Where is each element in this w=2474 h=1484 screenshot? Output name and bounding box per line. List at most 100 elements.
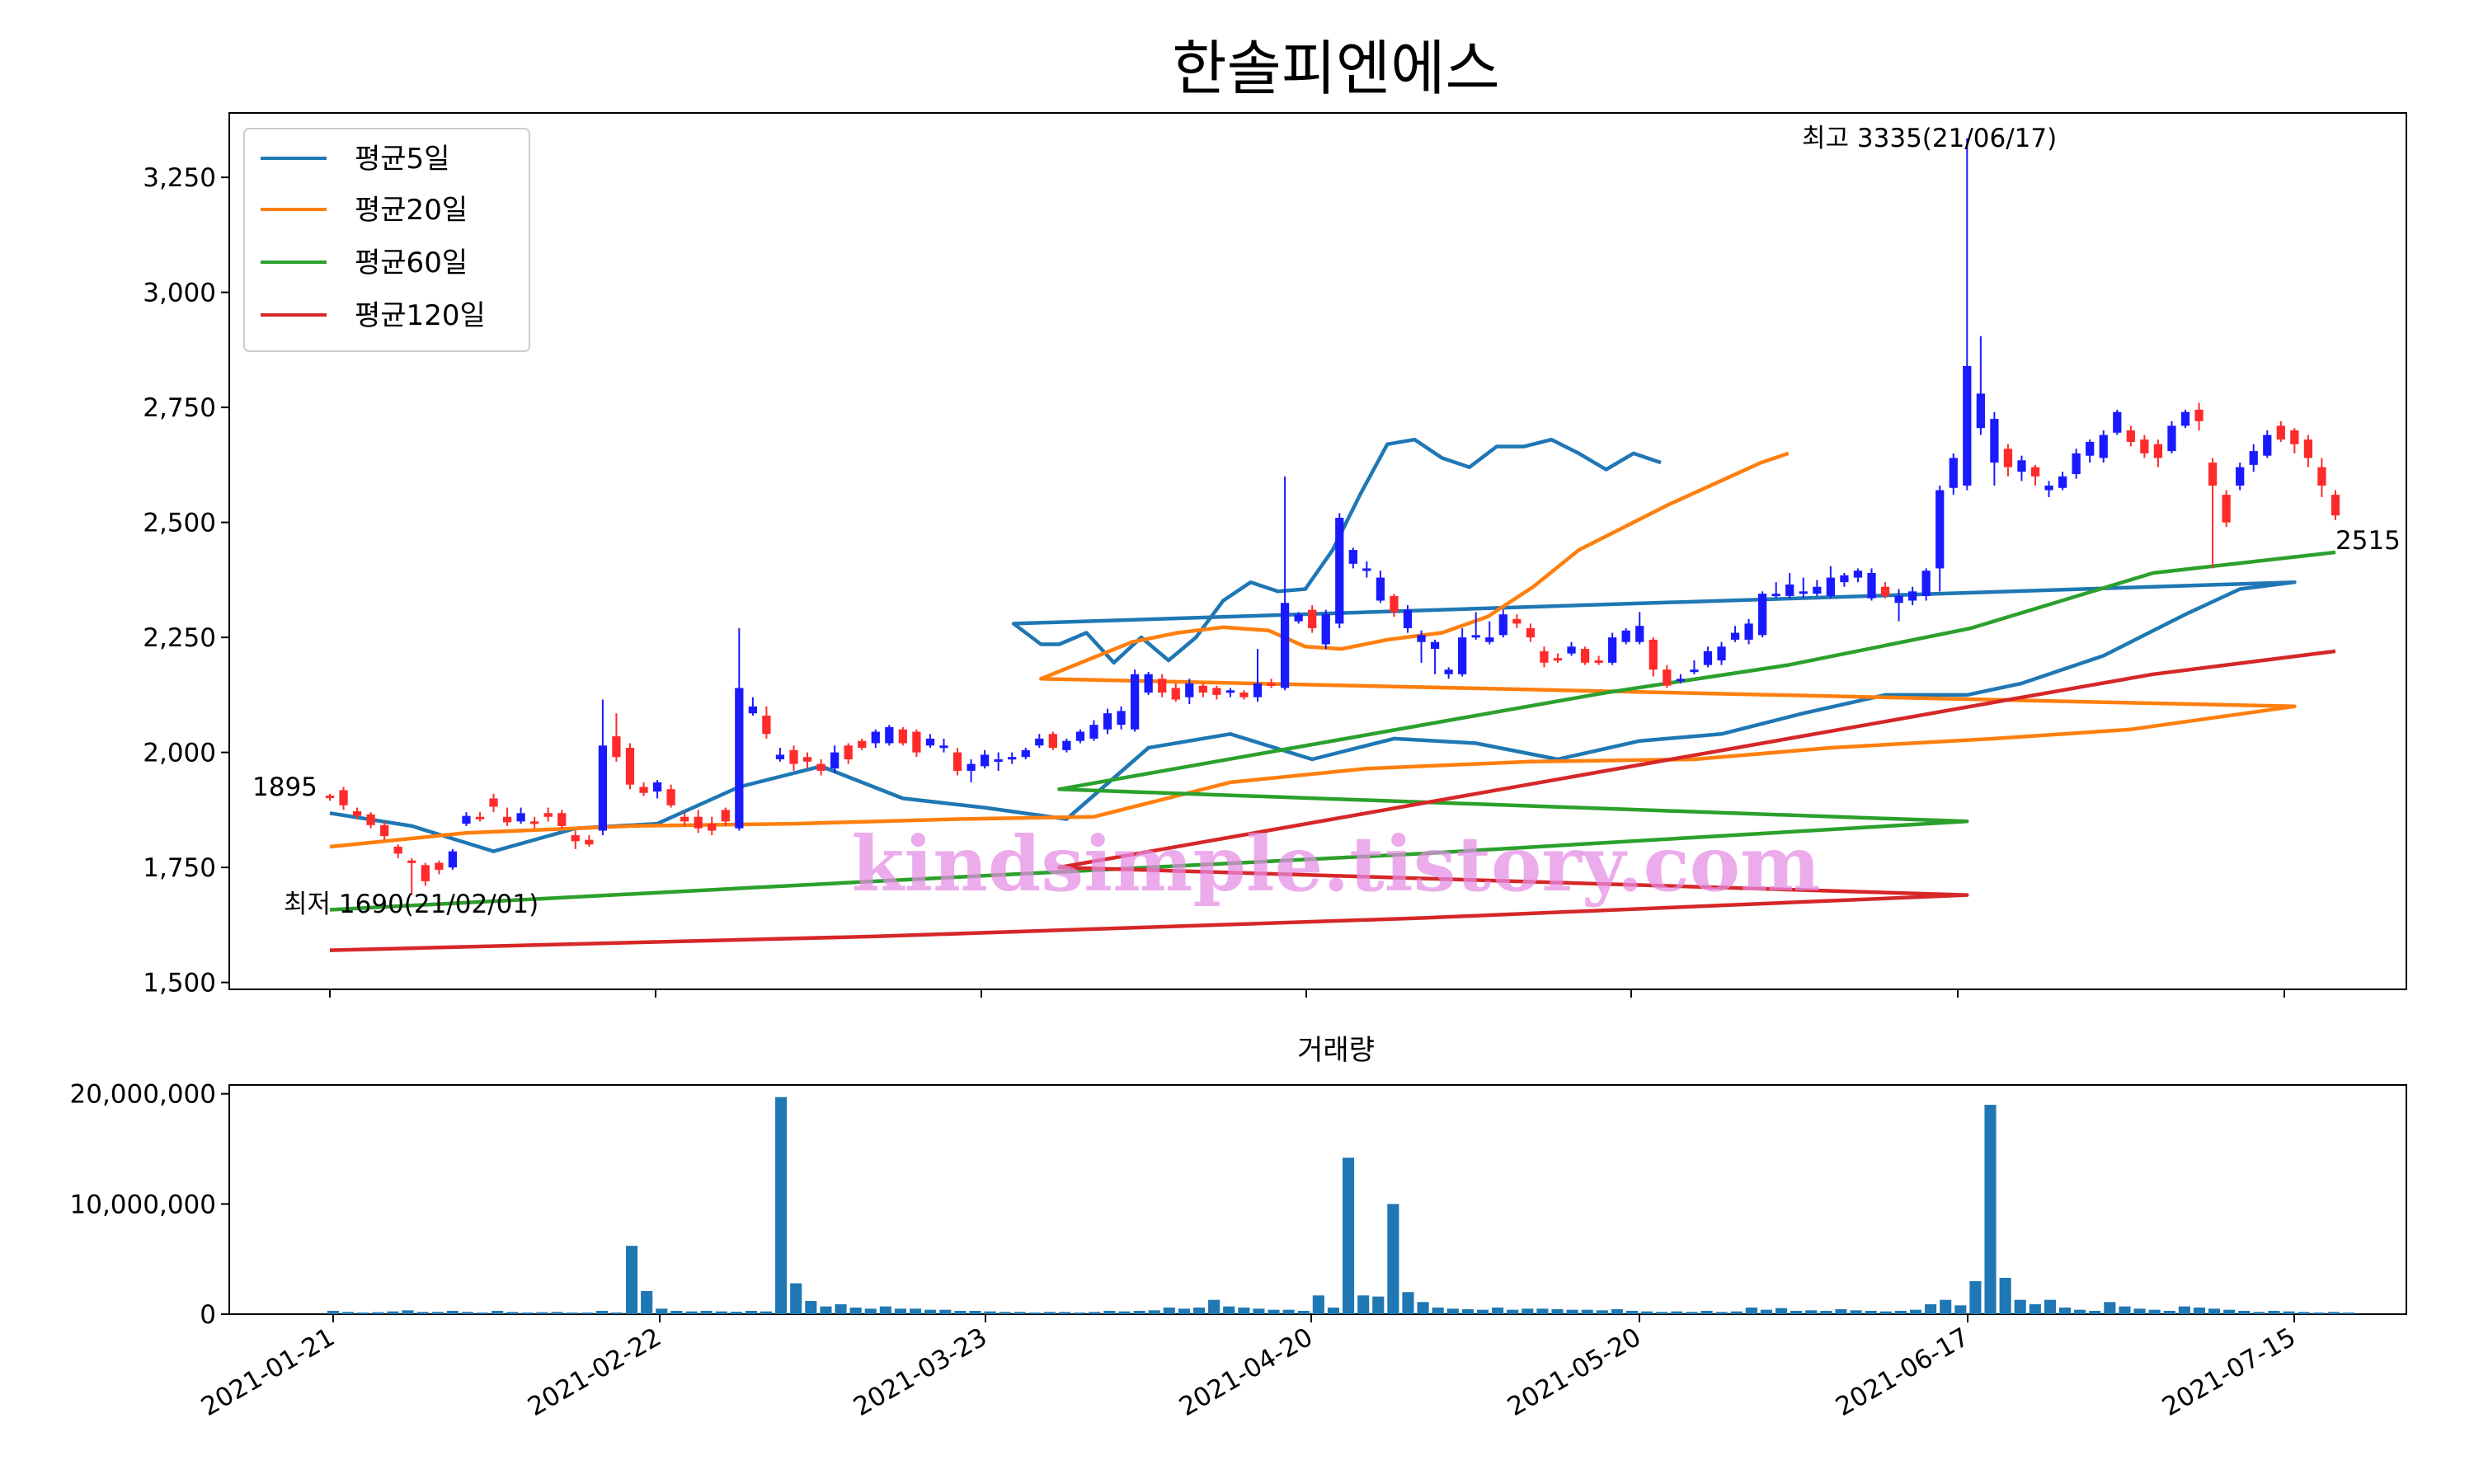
candle: [2044, 481, 2053, 497]
candle: [585, 835, 593, 847]
volume-bar: [1507, 1310, 1518, 1314]
candle: [749, 697, 757, 716]
candle-body: [1103, 713, 1112, 730]
candle-body: [1308, 610, 1316, 628]
candle-body: [2222, 495, 2231, 522]
candle: [1704, 646, 1712, 667]
candle: [1622, 628, 1630, 645]
candle-body: [462, 816, 470, 824]
candle: [626, 743, 634, 789]
volume-bar: [1014, 1312, 1026, 1314]
candle: [1554, 654, 1562, 663]
date-tick-label: 2021-01-21: [196, 1322, 340, 1422]
volume-bar: [1656, 1312, 1667, 1314]
volume-bar: [387, 1312, 398, 1314]
candle-body: [1035, 739, 1043, 745]
candle-body: [749, 707, 757, 713]
candle: [1799, 578, 1808, 599]
candle-body: [2058, 477, 2067, 488]
volume-bar: [865, 1308, 877, 1314]
candle-body: [2113, 412, 2121, 433]
candle: [544, 808, 553, 822]
volume-bar: [1103, 1311, 1115, 1314]
candle-body: [1199, 686, 1207, 693]
volume-bar: [2253, 1312, 2265, 1314]
volume-bar: [1447, 1308, 1459, 1314]
date-tick-label: 2021-03-23: [849, 1322, 992, 1422]
volume-bar: [581, 1313, 593, 1314]
candle-body: [1717, 646, 1725, 660]
candle-body: [1239, 693, 1248, 697]
candle: [1594, 655, 1602, 665]
volume-bar: [611, 1313, 623, 1314]
candle: [1758, 591, 1766, 637]
candle: [2250, 444, 2258, 472]
candle: [1540, 646, 1548, 667]
candle: [1267, 679, 1275, 688]
volume-bar: [2328, 1312, 2340, 1314]
volume-bar: [551, 1312, 562, 1314]
candle: [1376, 571, 1385, 603]
candle: [1690, 660, 1698, 674]
candle: [1512, 614, 1521, 628]
candle: [844, 743, 853, 763]
candle: [967, 759, 975, 782]
candle: [2194, 403, 2203, 430]
candle-body: [953, 753, 962, 771]
candle-body: [1827, 578, 1835, 596]
candle: [1663, 665, 1671, 688]
volume-bar: [685, 1312, 697, 1314]
legend-label-ma20: 평균20일: [355, 194, 468, 227]
candle: [1922, 568, 1931, 600]
volume-bar: [954, 1311, 966, 1314]
candle: [2290, 428, 2298, 453]
candle: [708, 817, 716, 835]
volume-bar: [701, 1311, 713, 1314]
volume-bar: [1746, 1308, 1757, 1314]
candle: [1608, 633, 1616, 665]
candle: [1158, 674, 1166, 697]
low-annotation: 최저 1690(21/02/01): [284, 890, 539, 919]
volume-bar: [1895, 1311, 1907, 1314]
legend-label-ma60: 평균60일: [355, 247, 468, 279]
volume-x-axis: 2021-01-21 2021-02-22 2021-03-23 2021-04-20…: [196, 1314, 2301, 1422]
candle-body: [1458, 637, 1466, 674]
candle-body: [1935, 491, 1944, 569]
candle: [435, 861, 443, 875]
candle-body: [858, 741, 866, 748]
volume-bar: [760, 1312, 772, 1314]
volume-bar: [2298, 1312, 2310, 1314]
price-y-tick-label: 2,750: [143, 393, 216, 423]
candle-body: [694, 817, 703, 829]
date-tick-label: 2021-07-15: [2157, 1322, 2301, 1422]
candle-body: [1894, 596, 1903, 603]
candle-body: [435, 863, 443, 870]
candle: [1022, 748, 1030, 759]
volume-bar: [596, 1311, 608, 1314]
candle: [571, 830, 580, 848]
volume-bar: [342, 1312, 354, 1314]
candle-body: [1022, 750, 1030, 757]
volume-bar: [1283, 1310, 1295, 1314]
candle-body: [1322, 614, 1330, 644]
candle-body: [1131, 674, 1139, 730]
candle: [872, 730, 880, 748]
volume-bar: [1492, 1308, 1503, 1314]
volume-bar: [716, 1312, 727, 1314]
candle-body: [1690, 669, 1698, 672]
candle-body: [1635, 626, 1644, 642]
volume-bar: [1418, 1302, 1429, 1314]
volume-bar: [477, 1313, 488, 1314]
volume-bar: [1402, 1292, 1413, 1314]
candle-body: [735, 688, 743, 829]
price-y-tick-label: 2,500: [143, 509, 216, 538]
candle: [1472, 612, 1480, 639]
candle-body: [2263, 435, 2271, 456]
volume-bar: [1954, 1305, 1966, 1314]
candle: [939, 739, 948, 753]
candle: [1963, 139, 1971, 491]
candle-body: [680, 817, 689, 822]
candle-body: [1922, 571, 1931, 596]
candle-body: [776, 754, 784, 759]
candle: [476, 812, 484, 821]
